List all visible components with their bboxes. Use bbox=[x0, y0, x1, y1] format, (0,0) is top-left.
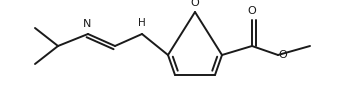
Text: H: H bbox=[138, 18, 146, 28]
Text: N: N bbox=[83, 19, 91, 29]
Text: O: O bbox=[191, 0, 199, 8]
Text: O: O bbox=[279, 50, 288, 60]
Text: O: O bbox=[248, 6, 256, 16]
